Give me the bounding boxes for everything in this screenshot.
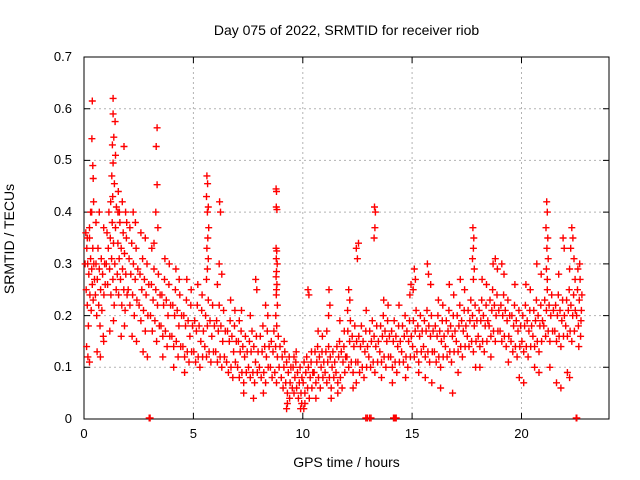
y-tick-label: 0.7 <box>53 49 72 64</box>
x-tick-label: 15 <box>404 426 420 441</box>
y-tick-label: 0.5 <box>53 152 72 168</box>
x-tick-label: 20 <box>514 426 529 441</box>
x-tick-label: 0 <box>80 426 88 441</box>
y-tick-label: 0.6 <box>53 100 72 116</box>
plot-frame <box>83 56 610 420</box>
axis-ticks <box>83 56 609 420</box>
data-points <box>81 94 586 422</box>
y-tick-label: 0.4 <box>53 204 72 220</box>
y-axis-title: SRMTID / TECUs <box>1 183 17 295</box>
x-axis-title: GPS time / hours <box>293 454 400 470</box>
y-tick-label: 0 <box>64 411 72 426</box>
y-tick-label: 0.3 <box>53 255 72 271</box>
gridlines <box>84 57 609 419</box>
x-tick-label: 5 <box>189 426 197 441</box>
y-tick-label: 0.2 <box>53 307 72 323</box>
y-tick-label: 0.1 <box>53 359 72 375</box>
x-tick-label: 10 <box>295 426 310 441</box>
chart-title: Day 075 of 2022, SRMTID for receiver rio… <box>213 22 480 38</box>
